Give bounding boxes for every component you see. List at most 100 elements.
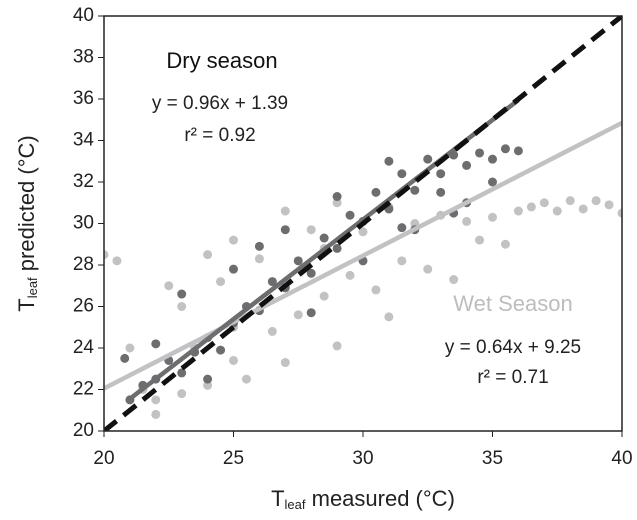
point	[216, 277, 226, 287]
point	[436, 187, 446, 197]
point	[462, 160, 472, 170]
point	[241, 374, 251, 384]
point	[475, 235, 485, 245]
point	[306, 225, 316, 235]
y-tick-label: 34	[73, 130, 95, 151]
y-tick-label: 24	[73, 337, 95, 358]
y-tick-label: 26	[73, 296, 94, 317]
point	[267, 277, 277, 287]
fit-r2: r² = 0.71	[477, 367, 548, 388]
point	[500, 144, 510, 154]
point	[526, 202, 536, 212]
point	[332, 243, 342, 253]
point	[332, 192, 342, 202]
point	[151, 409, 161, 419]
x-label: Tleaf measured (°C)	[271, 486, 455, 513]
y-tick-label: 20	[73, 420, 94, 441]
point	[254, 241, 264, 251]
y-tick-label: 30	[73, 213, 94, 234]
point	[513, 146, 523, 156]
point	[604, 200, 614, 210]
point	[565, 196, 575, 206]
point	[488, 154, 497, 164]
label-rest: measured (°C)	[306, 486, 455, 511]
point	[345, 270, 355, 280]
y-tick-label: 38	[73, 47, 94, 68]
point	[423, 264, 433, 274]
point	[552, 206, 562, 216]
y-tick-label: 28	[73, 254, 94, 275]
point	[488, 177, 497, 187]
point	[203, 250, 213, 260]
y-tick-label: 22	[73, 379, 94, 400]
point	[177, 289, 187, 299]
series-label: Wet Season	[453, 291, 572, 316]
label-rest: predicted (°C)	[14, 135, 39, 277]
point	[293, 310, 303, 320]
point	[397, 169, 407, 179]
label-sub: leaf	[285, 497, 306, 512]
point	[449, 275, 459, 285]
x-tick-label: 40	[611, 448, 632, 469]
fit-line	[128, 98, 520, 401]
x-tick-label: 30	[352, 448, 373, 469]
scatter-series	[120, 144, 523, 405]
y-tick-label: 40	[73, 5, 94, 26]
point	[293, 256, 303, 266]
point	[216, 345, 226, 355]
x-tick-label: 35	[482, 448, 503, 469]
point	[280, 358, 290, 368]
point	[371, 285, 381, 295]
point	[332, 198, 342, 208]
point	[177, 389, 187, 399]
label-main: T	[14, 298, 39, 311]
point	[539, 198, 549, 208]
point	[125, 343, 135, 353]
point	[164, 281, 174, 291]
point	[436, 169, 446, 179]
point	[120, 353, 130, 363]
y-tick-label: 36	[73, 88, 94, 109]
point	[475, 148, 485, 158]
point	[151, 395, 161, 405]
point	[203, 374, 213, 384]
point	[319, 291, 329, 301]
point	[423, 154, 433, 164]
point	[306, 308, 316, 318]
point	[177, 302, 187, 311]
point	[500, 239, 510, 249]
fit-r2: r² = 0.92	[184, 125, 255, 146]
y-tick-label: 32	[73, 171, 94, 192]
point	[578, 204, 588, 214]
x-tick-label: 25	[223, 448, 244, 469]
point	[591, 196, 601, 206]
point	[513, 206, 523, 216]
point	[397, 223, 407, 233]
point	[104, 250, 109, 260]
point	[306, 268, 316, 278]
fit-equation: y = 0.96x + 1.39	[152, 93, 288, 114]
label-main: T	[271, 486, 284, 511]
point	[358, 227, 368, 237]
point	[488, 212, 497, 222]
point	[280, 225, 290, 235]
point	[254, 254, 264, 264]
point	[177, 368, 187, 378]
series-label: Dry season	[166, 48, 277, 73]
point	[371, 187, 381, 197]
point	[151, 339, 161, 349]
point	[462, 216, 472, 226]
label-sub: leaf	[25, 277, 40, 298]
x-tick-label: 20	[93, 448, 114, 469]
point	[267, 326, 277, 336]
point	[384, 156, 394, 166]
identity-line	[104, 16, 622, 431]
point	[345, 210, 355, 220]
y-label: Tleaf predicted (°C)	[14, 135, 41, 312]
point	[280, 206, 290, 216]
point	[332, 341, 342, 351]
point	[617, 208, 622, 218]
point	[397, 256, 407, 266]
point	[229, 355, 238, 365]
